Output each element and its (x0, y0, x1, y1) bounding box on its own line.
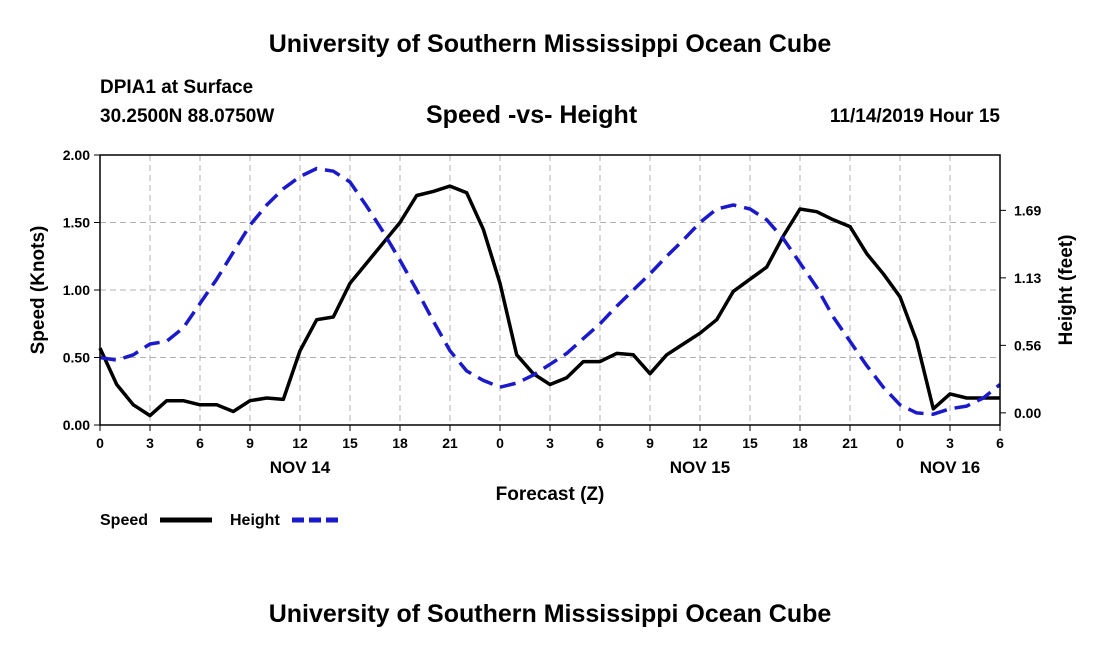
label-layer: Forecast (Z) Speed (Knots) Height (feet) (28, 226, 1077, 505)
x-tick-label: 6 (196, 435, 204, 451)
x-axis-label: Forecast (Z) (496, 484, 605, 505)
x-tick-label: 0 (896, 435, 904, 451)
x-tick-label: 6 (596, 435, 604, 451)
y2-tick-label: 1.69 (1014, 202, 1041, 218)
x-tick-label: 3 (546, 435, 554, 451)
y2-tick-label: 1.13 (1014, 270, 1041, 286)
x-tick-label: 6 (996, 435, 1004, 451)
x-tick-label: 9 (246, 435, 254, 451)
bottom-title: University of Southern Mississippi Ocean… (268, 600, 832, 628)
legend-speed-label: Speed (100, 512, 148, 529)
y-tick-label: 0.50 (63, 350, 90, 366)
forecast-datetime: 11/14/2019 Hour 15 (829, 106, 1000, 127)
x-tick-label: 3 (146, 435, 154, 451)
day-label: NOV 14 (270, 458, 331, 477)
x-tick-label: 12 (692, 435, 708, 451)
x-tick-label: 18 (792, 435, 808, 451)
y2-axis-label: Height (feet) (1056, 235, 1077, 346)
axis-layer: 0 3 6 9 12 15 18 21 0 3 6 9 12 15 18 21 0 3 6 NOV 14 NOV 15 N… (63, 147, 1042, 477)
y-axis-label: Speed (Knots) (28, 226, 49, 355)
legend-height-label: Height (230, 512, 280, 529)
coordinates-label: 30.2500N 88.0750W (100, 106, 275, 127)
speed-series-line (98, 184, 1000, 418)
y-tick-label: 2.00 (63, 147, 90, 163)
x-tick-label: 3 (946, 435, 954, 451)
day-label: NOV 15 (670, 458, 730, 477)
x-tick-label: 0 (496, 435, 504, 451)
x-tick-label: 15 (742, 435, 758, 451)
x-tick-label: 21 (842, 435, 858, 451)
station-label: DPIA1 at Surface (100, 77, 254, 98)
day-label: NOV 16 (920, 458, 980, 477)
plot-title: Speed -vs- Height (426, 101, 638, 129)
top-title: University of Southern Mississippi Ocean… (268, 30, 832, 58)
legend: Speed Height (100, 512, 342, 529)
x-tick-label: 12 (292, 435, 308, 451)
x-tick-label: 9 (646, 435, 654, 451)
height-series-line (99, 166, 1002, 416)
y2-tick-label: 0.00 (1014, 405, 1041, 421)
y2-tick-label: 0.56 (1014, 337, 1041, 353)
x-tick-label: 0 (96, 435, 104, 451)
x-tick-label: 18 (392, 435, 408, 451)
y-tick-label: 0.00 (63, 417, 90, 433)
x-tick-label: 15 (342, 435, 358, 451)
y-tick-label: 1.00 (63, 282, 90, 298)
series-layer (98, 166, 1002, 418)
grid-layer (100, 155, 1000, 425)
x-tick-label: 21 (442, 435, 458, 451)
y-tick-label: 1.50 (63, 215, 90, 231)
